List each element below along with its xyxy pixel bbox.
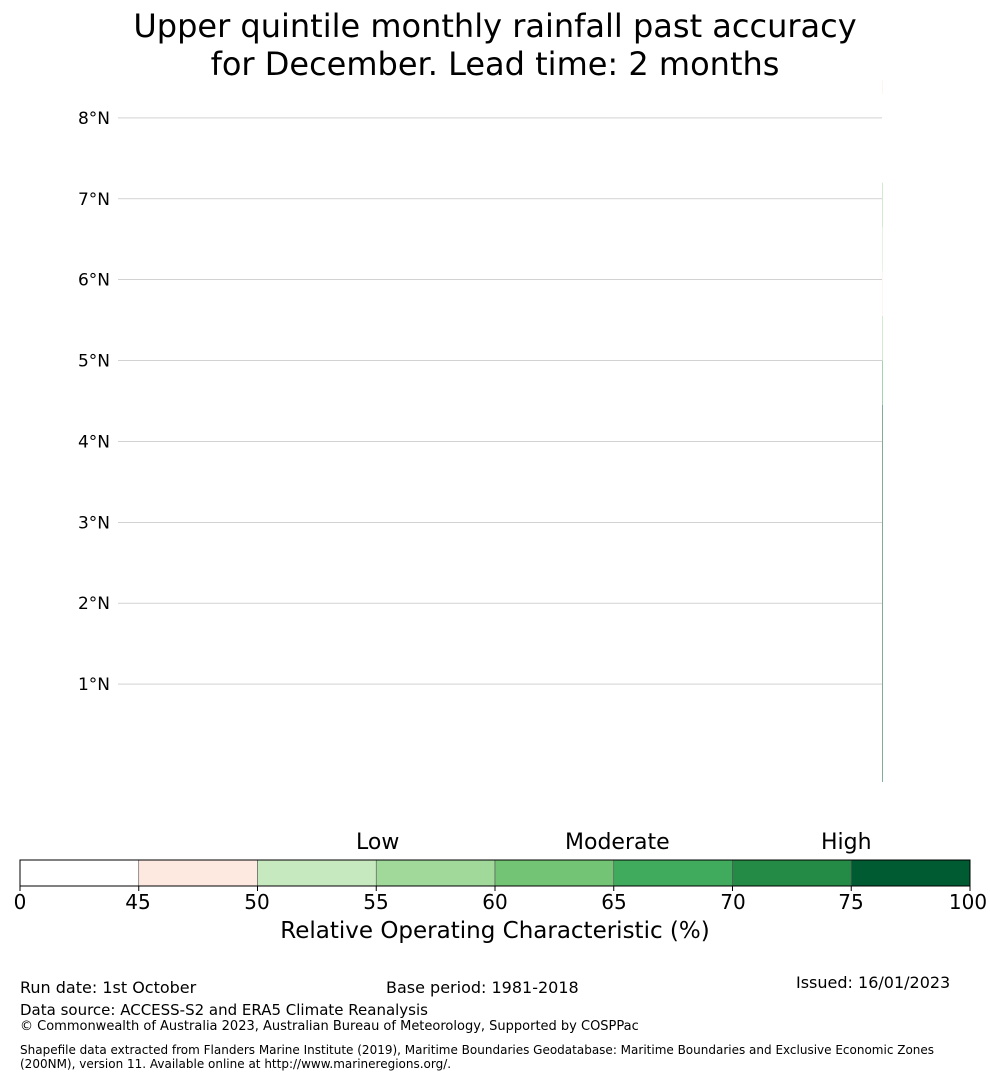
colorbar-segment [138, 859, 258, 887]
colorbar-tick: 75 [838, 890, 864, 914]
run-date: Run date: 1st October [20, 978, 197, 997]
latitude-tick-label: 4°N [78, 432, 110, 452]
grid-cell [882, 138, 883, 184]
colorbar [19, 859, 971, 891]
grid-cell [882, 271, 883, 317]
latitude-tick-label: 1°N [78, 675, 110, 695]
colorbar-axis-title: Relative Operating Characteristic (%) [280, 918, 710, 944]
grid-cell [882, 627, 883, 673]
issued-date: Issued: 16/01/2023 [796, 973, 951, 992]
copyright-notice: © Commonwealth of Australia 2023, Austra… [20, 1019, 639, 1034]
grid-cell [882, 80, 883, 95]
grid-cell [882, 493, 883, 539]
category-label-high: High [821, 830, 872, 855]
colorbar-tick: 50 [244, 890, 270, 914]
map-axes: 154°E155°E156°E157°E158°E159°E160°E161°E… [78, 109, 110, 695]
colorbar-tick: 60 [482, 890, 508, 914]
colorbar-segment [257, 859, 377, 887]
latitude-tick-label: 2°N [78, 594, 110, 614]
colorbar-segment [375, 859, 496, 887]
colorbar-tick: 0 [13, 890, 27, 914]
colorbar-segment [494, 859, 615, 887]
latitude-tick-label: 6°N [78, 271, 110, 291]
grid-cell [882, 760, 883, 782]
category-label-low: Low [356, 830, 400, 855]
map-title-line-2: for December. Lead time: 2 months [210, 45, 780, 83]
base-period: Base period: 1981-2018 [386, 978, 579, 997]
colorbar-tick: 45 [125, 890, 151, 914]
colorbar-segment [613, 859, 733, 887]
grid-cell [882, 716, 883, 762]
colorbar-tick: 65 [601, 890, 627, 914]
latitude-tick-label: 7°N [78, 190, 110, 210]
grid-cell [882, 671, 883, 717]
colorbar-segment [850, 859, 971, 887]
shapefile-credit-line-2: (200NM), version 11. Available online at… [20, 1057, 452, 1071]
grid-cell [882, 538, 883, 584]
category-label-moderate: Moderate [565, 830, 670, 855]
map-graticule [118, 117, 882, 685]
grid-cell [882, 405, 883, 451]
map-title-line-1: Upper quintile monthly rainfall past acc… [133, 7, 857, 45]
latitude-tick-label: 5°N [78, 352, 110, 372]
shapefile-credit-line-1: Shapefile data extracted from Flanders M… [20, 1043, 935, 1057]
grid-cell [882, 227, 883, 273]
grid-cell [882, 449, 883, 495]
latitude-tick-label: 8°N [78, 109, 110, 129]
rainfall-accuracy-grid [882, 80, 883, 782]
colorbar-segment [19, 859, 140, 887]
latitude-tick-label: 3°N [78, 513, 110, 533]
grid-cell [882, 360, 883, 406]
colorbar-tick: 55 [363, 890, 389, 914]
grid-cell [882, 316, 883, 362]
data-source: Data source: ACCESS-S2 and ERA5 Climate … [20, 1001, 428, 1019]
colorbar-tick: 70 [720, 890, 746, 914]
grid-cell [882, 582, 883, 628]
grid-cell [882, 182, 883, 228]
colorbar-segment [732, 859, 852, 887]
colorbar-tick: 100 [948, 890, 988, 914]
grid-cell [882, 93, 883, 139]
